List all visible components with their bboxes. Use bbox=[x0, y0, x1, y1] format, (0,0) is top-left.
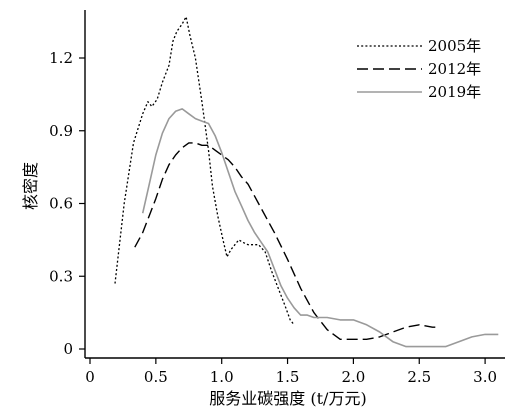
x-tick-label: 0.5 bbox=[144, 368, 168, 386]
y-tick-label: 1.2 bbox=[49, 49, 73, 67]
series-line-1 bbox=[114, 16, 295, 326]
x-axis-title: 服务业碳强度 (t/万元) bbox=[209, 389, 366, 408]
y-tick-label: 0.9 bbox=[49, 122, 73, 140]
x-tick-label: 2.5 bbox=[407, 368, 431, 386]
legend: 2005年 2012年 2019年 bbox=[357, 37, 481, 101]
y-tick-label: 0.6 bbox=[49, 195, 73, 213]
legend-label: 2005年 bbox=[428, 37, 481, 55]
axes bbox=[84, 10, 505, 359]
y-tick-label: 0.3 bbox=[49, 267, 73, 285]
y-axis-title: 核密度 bbox=[21, 162, 40, 210]
x-tick-label: 1.0 bbox=[210, 368, 234, 386]
series-line-3 bbox=[141, 108, 499, 348]
series-line-2 bbox=[134, 142, 439, 340]
y-tick-label: 0 bbox=[63, 340, 73, 358]
x-tick-label: 2.0 bbox=[341, 368, 365, 386]
tick-marks: 0 0.5 1.0 1.5 2.0 2.5 3.0 0 0.3 0.6 0.9 1.2 bbox=[49, 49, 497, 386]
legend-label: 2012年 bbox=[428, 60, 481, 78]
x-tick-label: 0 bbox=[85, 368, 95, 386]
x-tick-label: 3.0 bbox=[473, 368, 497, 386]
series-lines bbox=[114, 16, 499, 348]
x-tick-label: 1.5 bbox=[276, 368, 300, 386]
legend-label: 2019年 bbox=[428, 83, 481, 101]
